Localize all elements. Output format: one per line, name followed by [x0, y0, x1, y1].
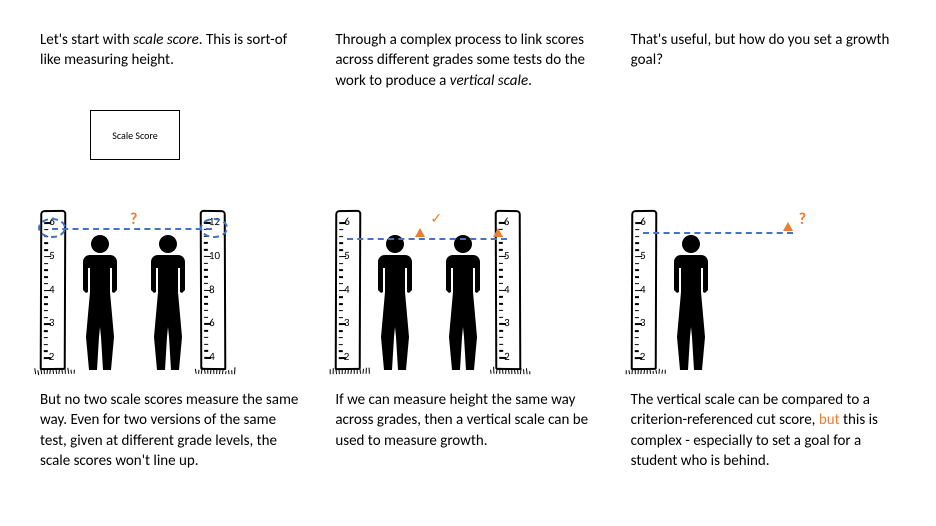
- circle-left: [38, 218, 66, 238]
- col2-top-text: Through a complex process to link scores…: [335, 30, 600, 120]
- arrow-up-icon: [783, 222, 793, 231]
- arrow-up-icon: [415, 228, 425, 237]
- ruler-col2-left: 65432: [335, 210, 362, 370]
- person-silhouette: [661, 235, 721, 370]
- col2-illustration: 65432 65432 ✓: [335, 160, 600, 380]
- check-icon: ✓: [430, 210, 442, 227]
- col1-illustration: 65432 1210864 ?: [40, 160, 305, 380]
- col1-top-a: Let's start with: [40, 31, 133, 49]
- person-silhouette: [138, 235, 198, 370]
- scale-score-label: Scale Score: [112, 129, 157, 142]
- col3-illustration: 65432 ?: [631, 160, 896, 380]
- circle-right: [200, 218, 228, 238]
- dashed-line: [643, 232, 793, 234]
- person-silhouette: [70, 235, 130, 370]
- arrow-up-icon: [493, 228, 503, 237]
- col1-top-text: Let's start with scale score. This is so…: [40, 30, 305, 120]
- question-mark-icon: ?: [799, 210, 806, 229]
- question-mark-icon: ?: [130, 210, 137, 229]
- col3-bottom-b: but: [819, 411, 840, 429]
- col2-top-b: vertical scale: [450, 72, 528, 90]
- person-silhouette: [365, 235, 425, 370]
- dashed-line: [347, 238, 507, 240]
- person-silhouette: [433, 235, 493, 370]
- scale-score-box: Scale Score: [90, 110, 180, 160]
- col1-top-b: scale score: [133, 31, 199, 49]
- col1-bottom-text: But no two scale scores measure the same…: [40, 390, 305, 471]
- col2-bottom-text: If we can measure height the same way ac…: [335, 390, 600, 451]
- col3-top-text: That's useful, but how do you set a grow…: [631, 30, 896, 120]
- col2-top-c: .: [528, 72, 532, 90]
- col3-bottom-text: The vertical scale can be compared to a …: [631, 390, 896, 471]
